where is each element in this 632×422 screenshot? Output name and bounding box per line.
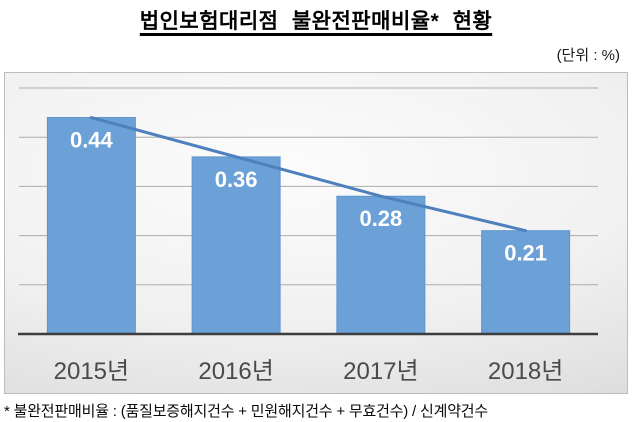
bar-chart: 0.44 0.36 0.28 0.21 2015년 2016년 2017년 2018년 (18, 87, 598, 385)
category-label-2018년: 2018년 (488, 358, 563, 385)
category-label-2017년: 2017년 (343, 358, 418, 385)
bar-2015년 (46, 117, 136, 335)
trend-line (89, 116, 528, 233)
category-label-2015년: 2015년 (54, 358, 129, 385)
value-label-2017년: 0.28 (359, 206, 402, 231)
footnote: * 불완전판매비율 : (품질보증해지건수 + 민원해지건수 + 무효건수) /… (4, 403, 488, 420)
value-label-2015년: 0.44 (70, 128, 114, 153)
value-label-2018년: 0.21 (504, 241, 547, 266)
unit-label: (단위 : %) (556, 47, 620, 64)
chart-area: 0.44 0.36 0.28 0.21 2015년 2016년 2017년 2018년 (4, 72, 628, 394)
value-label-2016년: 0.36 (215, 167, 258, 192)
category-label-2016년: 2016년 (198, 358, 273, 385)
chart-title: 법인보험대리점 불완전판매비율* 현황 (139, 10, 493, 33)
